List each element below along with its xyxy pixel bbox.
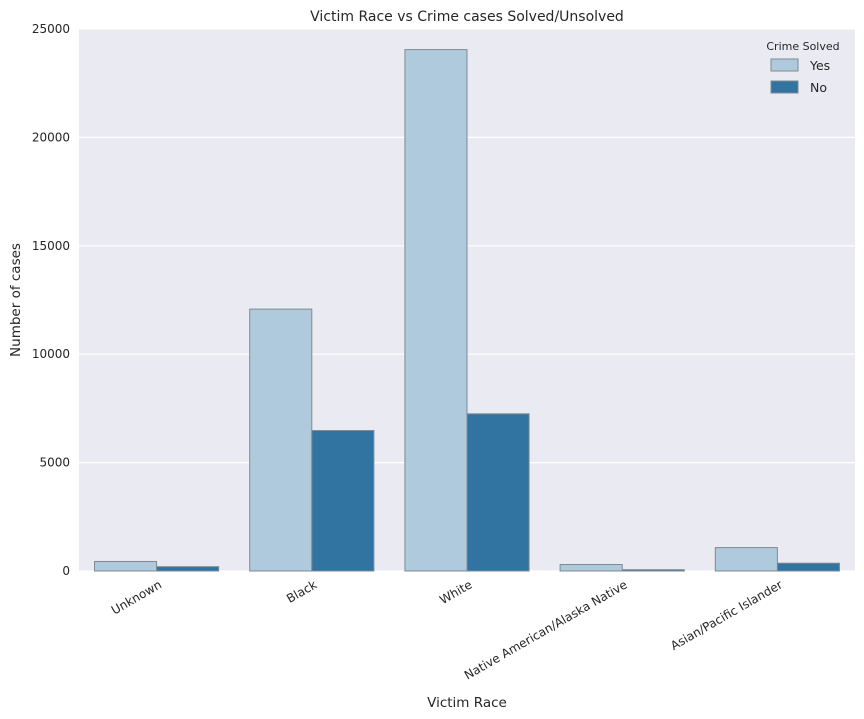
y-tick-label: 15000: [32, 239, 70, 253]
bar-yes: [559, 563, 623, 572]
y-axis-label: Number of cases: [8, 243, 24, 357]
y-tick-label: 25000: [32, 22, 70, 36]
legend: Crime Solved Yes No: [766, 40, 839, 95]
legend-swatch: [770, 80, 799, 94]
y-axis-ticks: 0 5000 10000 15000 20000 25000: [32, 22, 70, 578]
chart-title: Victim Race vs Crime cases Solved/Unsolv…: [310, 9, 624, 25]
bar-no: [156, 566, 220, 572]
bar-no: [621, 569, 685, 572]
bar-yes: [249, 308, 313, 572]
bar-yes: [404, 49, 468, 572]
legend-swatch: [770, 58, 799, 72]
bar-yes: [714, 547, 778, 572]
y-tick-label: 5000: [39, 456, 70, 470]
bar-yes: [94, 560, 158, 572]
y-tick-label: 20000: [32, 130, 70, 144]
bar-no: [776, 562, 840, 572]
legend-label: Yes: [809, 58, 830, 73]
legend-label: No: [810, 80, 827, 95]
legend-title: Crime Solved: [766, 40, 839, 53]
bar-no: [466, 413, 530, 572]
bars: [94, 49, 840, 572]
x-axis-label: Victim Race: [427, 695, 507, 711]
bar-no: [311, 430, 375, 572]
y-tick-label: 0: [62, 564, 70, 578]
y-tick-label: 10000: [32, 347, 70, 361]
